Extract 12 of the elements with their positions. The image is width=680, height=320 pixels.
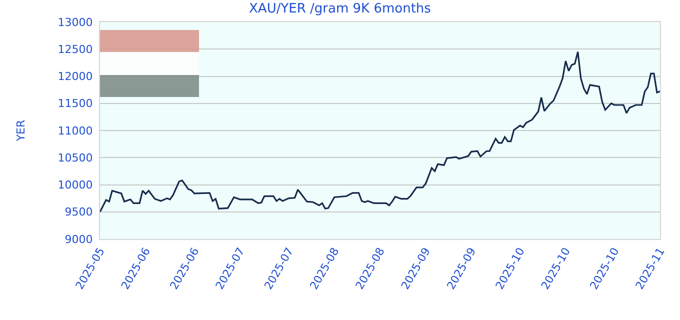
y-tick-label: 11500 <box>58 97 93 110</box>
chart-title: XAU/YER /gram 9K 6months <box>249 1 432 16</box>
line-series <box>100 51 660 213</box>
y-tick-label: 11000 <box>58 124 93 138</box>
y-axis-title: YER <box>14 119 28 142</box>
y-tick-label: 12000 <box>58 70 93 84</box>
y-tick-label: 10000 <box>58 178 93 192</box>
y-tick-label: 13000 <box>58 16 93 29</box>
y-tick-label: 9500 <box>64 206 93 219</box>
y-tick-label: 9000 <box>64 232 93 246</box>
y-tick-label: 10500 <box>58 151 93 164</box>
y-tick-label: 12500 <box>58 42 93 56</box>
